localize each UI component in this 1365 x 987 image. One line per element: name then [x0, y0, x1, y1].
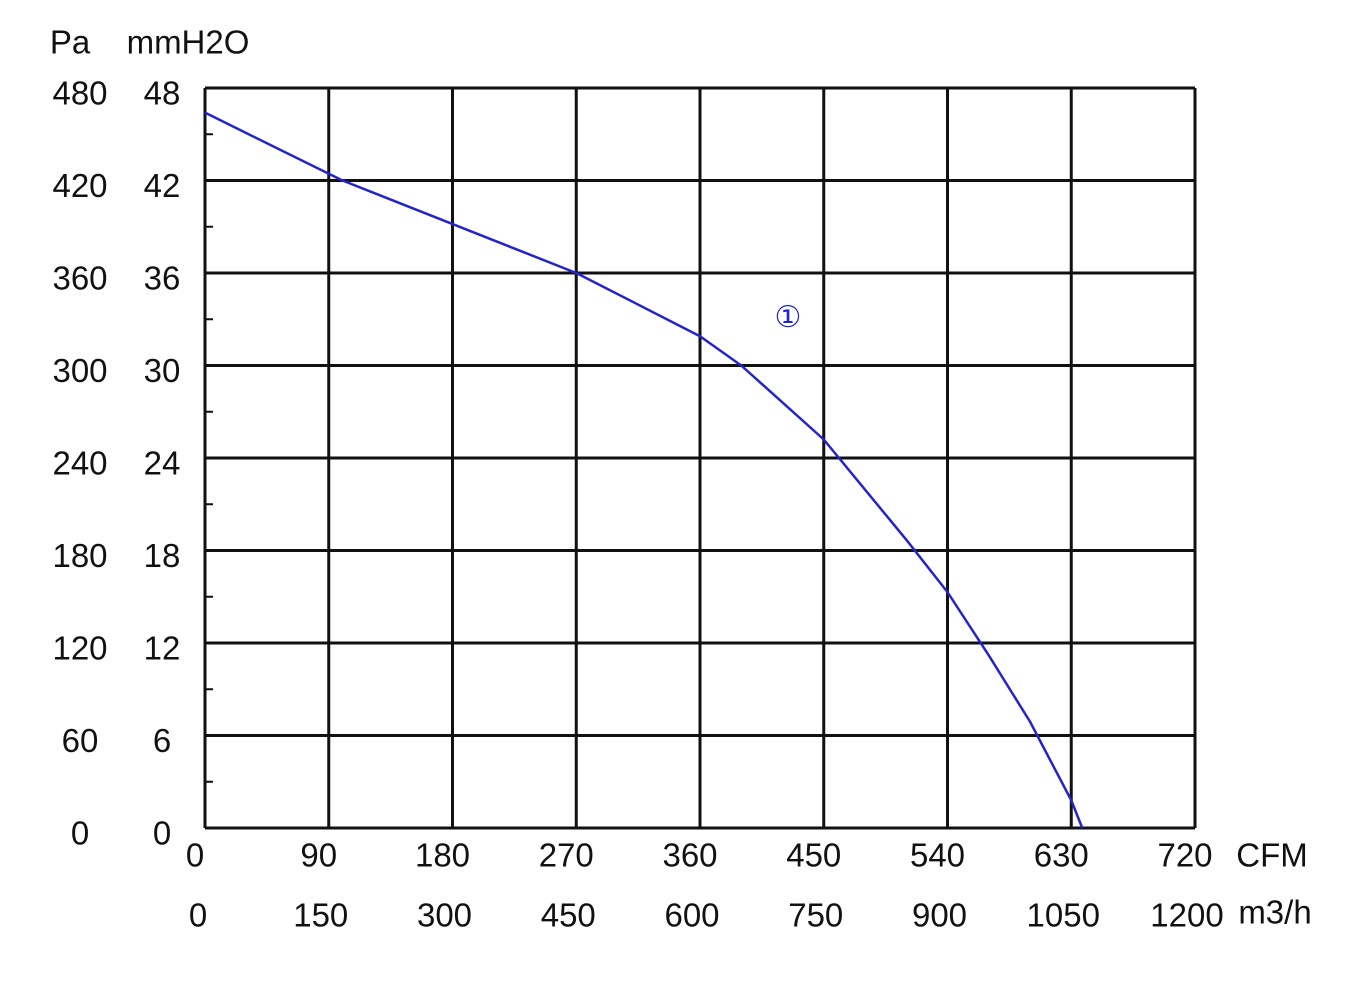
- x-tick-label: 90: [300, 837, 337, 874]
- x2-tick-label: 750: [788, 897, 843, 934]
- y-axis-title: Pa: [50, 24, 91, 61]
- y-tick-label: 0: [71, 815, 89, 852]
- y2-axis-title: mmH2O: [127, 24, 250, 61]
- x2-tick-label: 300: [417, 897, 472, 934]
- y2-tick-label: 0: [153, 815, 171, 852]
- y2-tick-label: 6: [153, 722, 171, 759]
- x-tick-label: 450: [786, 837, 841, 874]
- y2-tick-label: 36: [144, 260, 181, 297]
- y-tick-label: 480: [52, 75, 107, 112]
- x2-tick-label: 900: [912, 897, 967, 934]
- x2-tick-label: 1050: [1027, 897, 1100, 934]
- y-tick-label: 180: [52, 537, 107, 574]
- curve-label: ①: [775, 301, 802, 334]
- x2-tick-label: 450: [541, 897, 596, 934]
- x-axis-title: CFM: [1236, 837, 1307, 874]
- x-tick-label: 360: [662, 837, 717, 874]
- y-tick-label: 360: [52, 260, 107, 297]
- x2-tick-label: 1200: [1150, 897, 1223, 934]
- y2-tick-label: 18: [144, 537, 181, 574]
- y2-tick-label: 48: [144, 75, 181, 112]
- y-tick-label: 60: [62, 722, 99, 759]
- x-tick-label: 720: [1157, 837, 1212, 874]
- curve: [204, 111, 1084, 829]
- x-tick-label: 270: [539, 837, 594, 874]
- x-tick-label: 540: [910, 837, 965, 874]
- x-tick-label: 0: [186, 837, 204, 874]
- y-tick-label: 420: [52, 167, 107, 204]
- x-tick-label: 630: [1034, 837, 1089, 874]
- x2-axis-title: m3/h: [1238, 894, 1311, 931]
- y2-tick-label: 12: [144, 630, 181, 667]
- y-tick-label: 120: [52, 630, 107, 667]
- y-tick-label: 240: [52, 445, 107, 482]
- y2-tick-label: 24: [144, 445, 181, 482]
- x2-tick-label: 600: [664, 897, 719, 934]
- y-tick-label: 300: [52, 352, 107, 389]
- x2-tick-label: 0: [189, 897, 207, 934]
- x2-tick-label: 150: [293, 897, 348, 934]
- y2-tick-label: 30: [144, 352, 181, 389]
- x-tick-label: 180: [415, 837, 470, 874]
- y2-tick-label: 42: [144, 167, 181, 204]
